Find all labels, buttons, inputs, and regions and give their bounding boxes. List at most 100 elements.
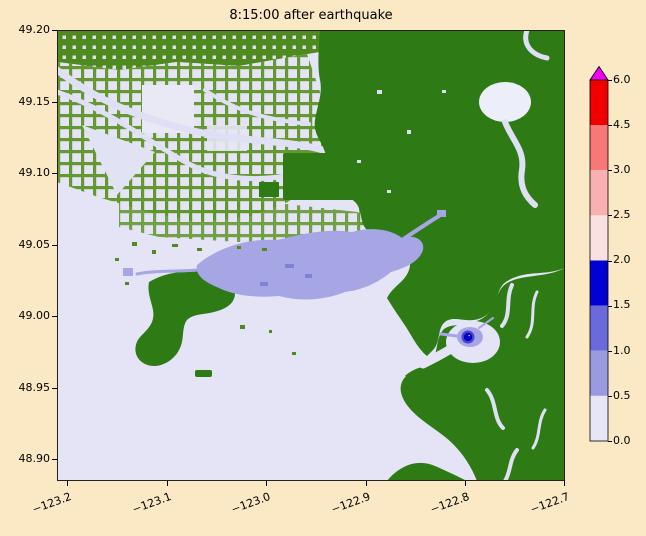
flood-pocket (437, 210, 446, 217)
spit-arc (405, 366, 449, 381)
y-tick-label: 49.05 (18, 238, 51, 251)
speck (125, 282, 129, 285)
open-field-patch (82, 125, 155, 195)
tick-mark (465, 481, 466, 486)
tick-mark (52, 245, 57, 246)
map-plot-area (57, 30, 565, 481)
x-tick-label: −122.7 (528, 490, 572, 517)
tick-mark (52, 388, 57, 389)
x-tick-label: −123.1 (130, 490, 174, 517)
tick-mark (366, 481, 367, 486)
spot-tail (439, 332, 459, 338)
creek-channel (502, 119, 538, 208)
river-channel (57, 89, 300, 182)
creek-channel (525, 290, 539, 339)
tick-mark (52, 173, 57, 174)
speck (377, 90, 382, 94)
flood-plain (196, 229, 424, 300)
colorbar-tick-label: 4.5 (613, 118, 631, 131)
colorbar-tick-label: 3.0 (613, 163, 631, 176)
tick-mark (608, 351, 612, 352)
colorbar-band (590, 305, 608, 351)
flood-channel-west (135, 268, 199, 276)
creek-channel (531, 408, 547, 450)
speck (115, 258, 119, 261)
river-channels (57, 66, 327, 182)
tick-mark (608, 306, 612, 307)
tick-mark (608, 170, 612, 171)
tick-mark (52, 30, 57, 31)
upland-southeast (400, 268, 565, 481)
tick-mark (266, 481, 267, 486)
tick-mark (608, 261, 612, 262)
creek-channel (503, 448, 519, 481)
colorbar-band (590, 170, 608, 216)
tick-mark (608, 80, 612, 81)
colorbar-outline (589, 79, 609, 442)
y-tick-label: 48.95 (18, 381, 51, 394)
green-block (363, 181, 393, 203)
terrain-specks (115, 90, 446, 355)
tick-mark (52, 316, 57, 317)
flood-fleck (305, 274, 312, 278)
tick-mark (564, 481, 565, 486)
colorbar-tick-label: 2.5 (613, 208, 631, 221)
speck (172, 244, 178, 247)
urban-top-strip (57, 30, 359, 70)
colorbar-band (590, 260, 608, 306)
deep-flood-spot (439, 317, 494, 347)
x-tick-label: −122.9 (329, 490, 373, 517)
speck (237, 246, 241, 249)
tick-mark (167, 481, 168, 486)
flood-fleck (285, 264, 294, 268)
speck (442, 90, 446, 93)
speck (292, 352, 296, 355)
flooded-lowland (123, 210, 446, 300)
colorbar-tick-label: 0.5 (613, 389, 631, 402)
tick-mark (52, 102, 57, 103)
x-tick-label: −123.0 (229, 490, 273, 517)
creek-channel (523, 30, 550, 61)
spot-core-fleck (468, 334, 471, 337)
speck (269, 330, 272, 333)
colorbar-band (590, 80, 608, 126)
colorbar-tick-label: 0.0 (613, 434, 631, 447)
plot-title: 8:15:00 after earthquake (229, 8, 393, 23)
cove-channel (418, 345, 454, 369)
y-tick-label: 48.90 (18, 452, 51, 465)
tick-mark (608, 396, 612, 397)
shoreline-tip (387, 462, 467, 481)
speck (152, 250, 156, 254)
colorbar-tick-label: 1.5 (613, 298, 631, 311)
y-tick-label: 49.10 (18, 166, 51, 179)
tick-mark (608, 441, 612, 442)
tick-mark (608, 215, 612, 216)
colorbar-band (590, 125, 608, 171)
speck (387, 190, 391, 193)
colorbar-band (590, 215, 608, 261)
clearing (479, 82, 531, 122)
islet (195, 370, 212, 377)
y-tick-label: 49.00 (18, 309, 51, 322)
y-tick-label: 49.15 (18, 95, 51, 108)
flood-arm-northeast (400, 214, 441, 242)
spot-tail (478, 317, 494, 329)
y-tick-label: 49.20 (18, 23, 51, 36)
colorbar-tick-label: 6.0 (613, 73, 631, 86)
colorbar-over-arrow (589, 65, 609, 81)
tick-mark (52, 459, 57, 460)
tick-mark (608, 125, 612, 126)
map-canvas (57, 30, 565, 481)
x-tick-label: −123.2 (30, 490, 74, 517)
colorbar-tick-label: 1.0 (613, 344, 631, 357)
speck (262, 248, 267, 251)
colorbar (589, 65, 609, 442)
flood-pocket (123, 268, 133, 276)
tick-mark (67, 481, 68, 486)
creek-channel (485, 388, 505, 430)
green-block (259, 182, 279, 197)
river-channel (203, 88, 311, 126)
colorbar-tick-label: 2.0 (613, 253, 631, 266)
colorbar-band (590, 350, 608, 396)
